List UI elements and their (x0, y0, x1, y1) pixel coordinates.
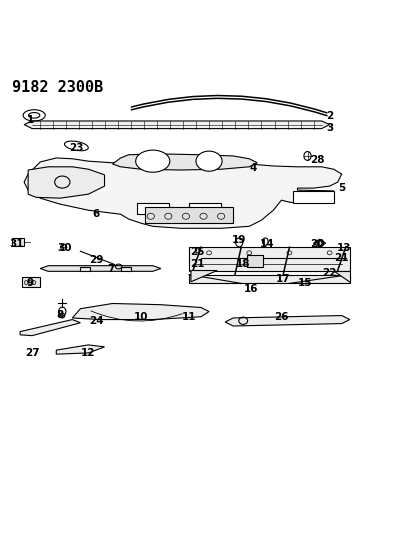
FancyBboxPatch shape (293, 191, 333, 203)
Text: 16: 16 (243, 284, 258, 294)
FancyArrowPatch shape (91, 311, 182, 321)
FancyArrowPatch shape (131, 98, 326, 116)
Text: 5: 5 (337, 183, 344, 193)
FancyBboxPatch shape (12, 238, 24, 246)
Text: 27: 27 (25, 348, 39, 358)
Text: 24: 24 (89, 316, 103, 326)
Polygon shape (190, 271, 217, 282)
Polygon shape (333, 271, 349, 282)
Text: 19: 19 (231, 236, 246, 245)
Text: 20: 20 (310, 239, 324, 249)
Text: 29: 29 (89, 255, 103, 265)
Text: 22: 22 (322, 268, 336, 278)
Text: 12: 12 (81, 348, 95, 358)
Text: 9: 9 (26, 278, 34, 288)
Text: 2: 2 (325, 111, 332, 121)
Text: 23: 23 (69, 143, 83, 153)
FancyArrowPatch shape (131, 95, 326, 113)
Polygon shape (24, 158, 341, 228)
Text: 1: 1 (26, 115, 34, 125)
Text: 6: 6 (93, 209, 100, 219)
FancyBboxPatch shape (22, 277, 40, 287)
Polygon shape (24, 121, 329, 128)
Ellipse shape (196, 151, 221, 171)
Text: 3: 3 (325, 123, 332, 133)
Text: 31: 31 (9, 239, 23, 249)
Text: 26: 26 (273, 312, 288, 322)
Text: 11: 11 (181, 312, 196, 322)
Text: 17: 17 (275, 273, 290, 284)
Text: 25: 25 (189, 247, 204, 257)
Text: 28: 28 (310, 155, 324, 165)
Polygon shape (28, 167, 104, 198)
Text: 4: 4 (249, 163, 256, 173)
Polygon shape (188, 274, 349, 284)
Polygon shape (56, 345, 104, 354)
Polygon shape (20, 320, 80, 336)
Polygon shape (313, 239, 325, 247)
FancyBboxPatch shape (188, 203, 221, 214)
FancyBboxPatch shape (144, 207, 233, 223)
Text: 10: 10 (133, 312, 148, 322)
FancyBboxPatch shape (80, 268, 90, 271)
Polygon shape (225, 316, 349, 326)
Polygon shape (72, 303, 209, 320)
Text: 21: 21 (189, 260, 204, 270)
Polygon shape (40, 265, 160, 271)
Text: 21: 21 (334, 254, 348, 263)
Text: 14: 14 (259, 239, 274, 249)
Text: 9182 2300B: 9182 2300B (12, 79, 103, 94)
Text: 15: 15 (298, 278, 312, 288)
Text: 18: 18 (235, 260, 250, 270)
Polygon shape (112, 154, 257, 170)
Text: 8: 8 (57, 310, 64, 320)
FancyBboxPatch shape (136, 203, 168, 214)
Text: 13: 13 (336, 244, 350, 253)
Text: 7: 7 (107, 263, 114, 273)
Ellipse shape (136, 150, 170, 172)
FancyBboxPatch shape (247, 255, 263, 268)
Polygon shape (188, 247, 349, 271)
Text: 30: 30 (57, 244, 71, 253)
FancyBboxPatch shape (120, 268, 130, 271)
